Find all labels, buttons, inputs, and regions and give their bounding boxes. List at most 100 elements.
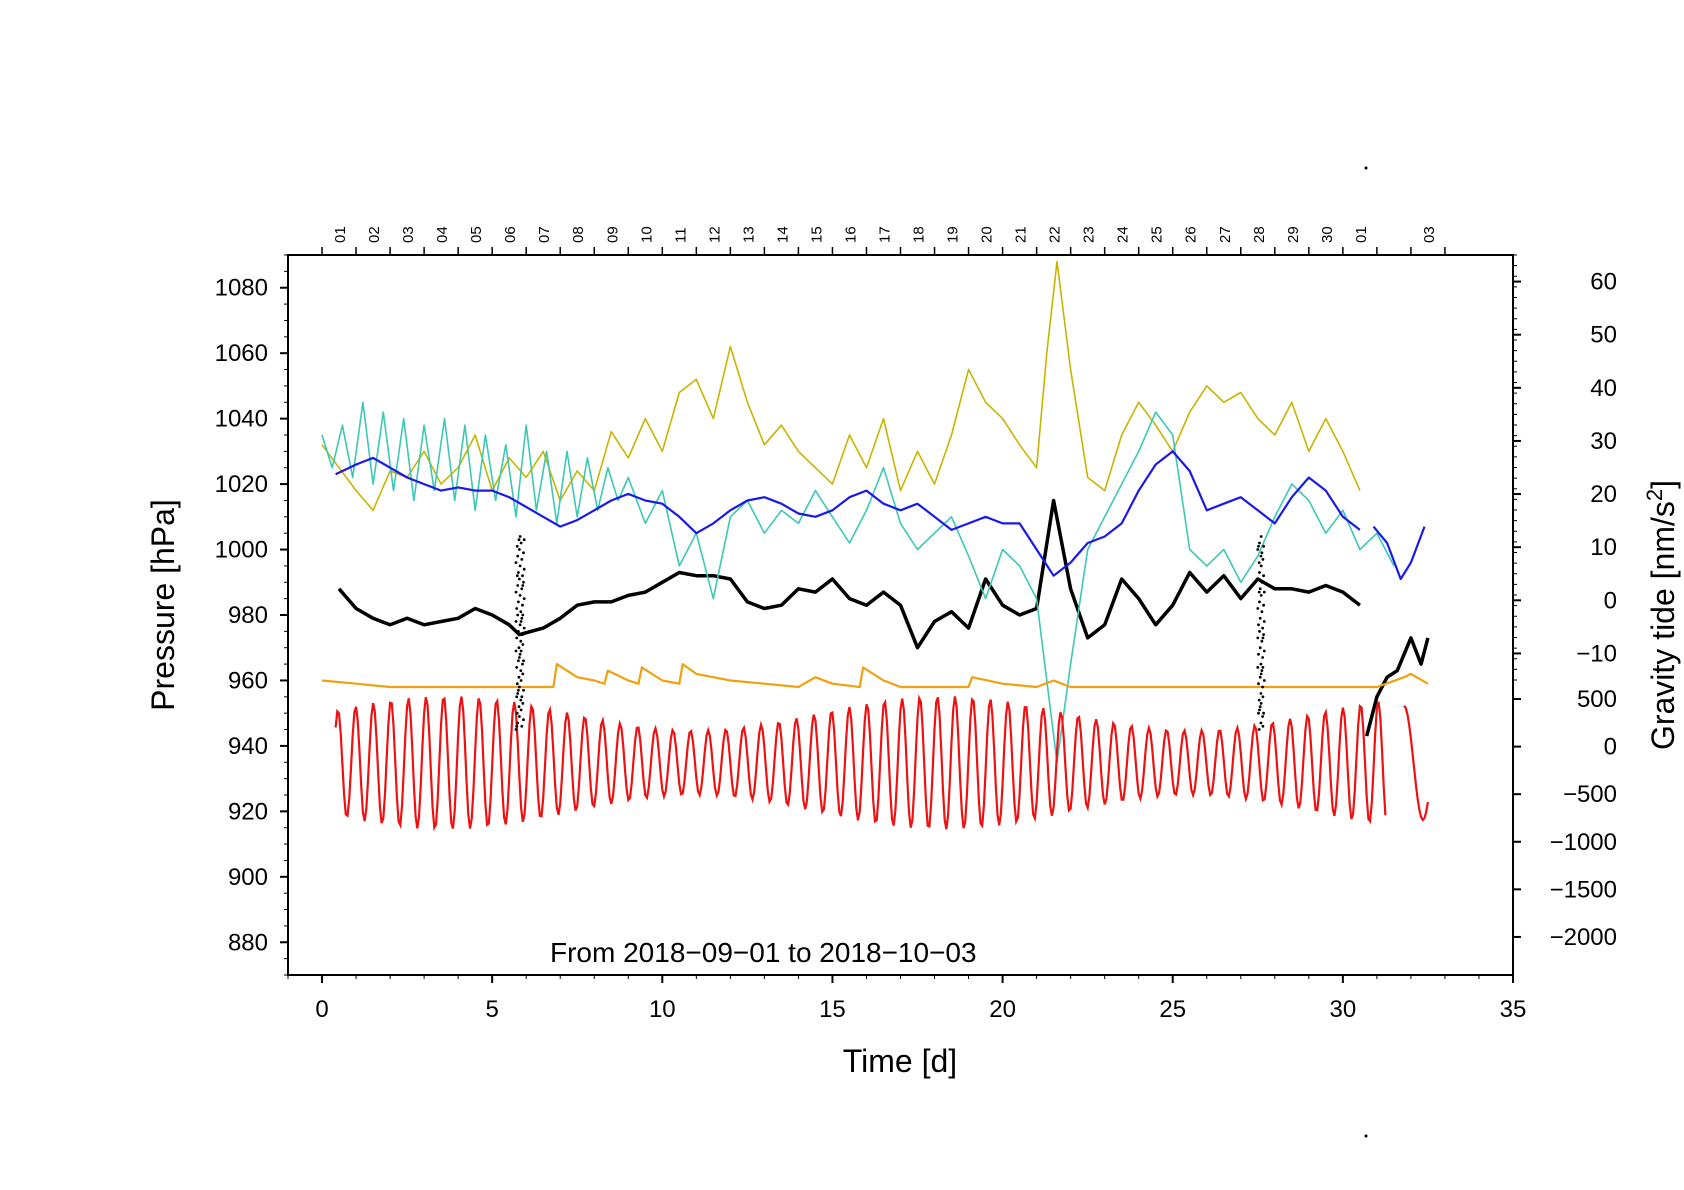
scatter-dot bbox=[519, 620, 523, 623]
scatter-dot bbox=[1259, 535, 1263, 538]
scatter-dot bbox=[518, 623, 522, 627]
scatter-dot bbox=[517, 600, 520, 604]
scatter-dot bbox=[1258, 675, 1262, 679]
scatter-dot bbox=[1259, 564, 1263, 568]
scatter-dot bbox=[516, 613, 520, 617]
y-tick-label-left: 1060 bbox=[215, 340, 268, 367]
scatter-dot bbox=[1261, 724, 1265, 728]
scatter-dot bbox=[514, 649, 518, 653]
scatter-dot bbox=[1256, 666, 1260, 669]
y-axis-title-left: Pressure [hPa] bbox=[145, 499, 181, 711]
scatter-dot bbox=[521, 643, 525, 646]
y-tick-label-left: 1000 bbox=[215, 537, 268, 564]
plot-frame bbox=[287, 254, 1514, 976]
y-tick-label-right-upper: 10 bbox=[1590, 534, 1617, 561]
y-tick-label-right-lower: −2000 bbox=[1550, 924, 1617, 951]
scatter-dot bbox=[519, 610, 523, 614]
y-tick-label-right-upper: 30 bbox=[1590, 428, 1617, 455]
scatter-dot bbox=[1261, 715, 1264, 718]
scatter-dot bbox=[514, 590, 518, 594]
scatter-dot bbox=[519, 679, 523, 682]
y-tick-label-right-lower: −1500 bbox=[1550, 876, 1617, 903]
scatter-dot bbox=[1259, 672, 1263, 676]
scatter-dot bbox=[515, 695, 519, 699]
date-label: 02 bbox=[366, 226, 383, 243]
scatter-dot bbox=[518, 577, 521, 581]
scatter-dot bbox=[519, 698, 523, 702]
scatter-dot bbox=[522, 688, 525, 692]
y-tick-label-left: 960 bbox=[228, 667, 268, 694]
scatter-dot bbox=[518, 548, 521, 551]
y-tick-label-right-upper: −10 bbox=[1576, 640, 1617, 667]
scatter-dot bbox=[1258, 571, 1261, 574]
y-axis-title-right-sup: 2 bbox=[1642, 489, 1667, 501]
scatter-dot bbox=[522, 626, 526, 630]
scatter-dot bbox=[1258, 646, 1262, 650]
date-label: 23 bbox=[1081, 226, 1098, 243]
scatter-dot bbox=[1258, 587, 1262, 591]
series-line-3 bbox=[321, 401, 1395, 764]
scatter-dot bbox=[521, 613, 525, 617]
scatter-dot bbox=[515, 574, 519, 578]
scatter-dot bbox=[1262, 649, 1266, 653]
scatter-dot bbox=[1259, 594, 1263, 597]
date-label: 04 bbox=[434, 226, 451, 243]
scatter-dot bbox=[1257, 698, 1261, 702]
scatter-dot bbox=[522, 718, 525, 722]
date-label: 11 bbox=[672, 227, 689, 243]
scatter-dot bbox=[518, 594, 522, 597]
y-tick-label-right-lower: −1000 bbox=[1550, 829, 1617, 856]
scatter-dot bbox=[1262, 679, 1266, 682]
scatter-dot bbox=[521, 702, 525, 705]
date-label: 15 bbox=[808, 226, 825, 243]
scatter-dot bbox=[516, 692, 520, 695]
scatter-dot bbox=[1258, 616, 1262, 620]
date-label: 07 bbox=[536, 226, 553, 243]
scatter-dot bbox=[520, 558, 524, 561]
x-axis-title: Time [d] bbox=[843, 1043, 957, 1079]
date-label: 22 bbox=[1047, 226, 1064, 243]
scatter-dot bbox=[1262, 711, 1265, 715]
scatter-dot bbox=[517, 646, 521, 650]
y-tick-label-right-upper: 40 bbox=[1590, 375, 1617, 402]
date-label: 30 bbox=[1319, 226, 1336, 243]
date-label: 27 bbox=[1217, 226, 1234, 243]
scatter-dot bbox=[1256, 636, 1260, 640]
scatter-dot bbox=[518, 685, 521, 689]
date-label: 19 bbox=[945, 226, 962, 243]
stray-dot-bottom bbox=[1364, 1134, 1368, 1138]
date-label: 08 bbox=[570, 226, 587, 243]
date-label: 21 bbox=[1013, 226, 1030, 243]
scatter-dot bbox=[1260, 639, 1264, 643]
y-tick-label-left: 940 bbox=[228, 733, 268, 760]
scatter-dot bbox=[517, 538, 521, 542]
date-label: 06 bbox=[502, 226, 519, 243]
x-tick-label: 10 bbox=[649, 996, 676, 1023]
scatter-dot bbox=[517, 675, 521, 679]
scatter-dot bbox=[1259, 692, 1263, 695]
scatter-dot bbox=[517, 630, 520, 633]
scatter-dot bbox=[519, 669, 523, 672]
scatter-dot bbox=[1257, 590, 1261, 594]
scatter-dot bbox=[515, 607, 519, 610]
scatter-dot bbox=[521, 584, 525, 587]
y-tick-label-left: 980 bbox=[228, 602, 268, 629]
x-tick-label: 35 bbox=[1500, 996, 1527, 1023]
date-label: 17 bbox=[876, 226, 893, 243]
date-label: 14 bbox=[774, 226, 791, 243]
date-label: 26 bbox=[1183, 226, 1200, 243]
scatter-dot bbox=[1261, 695, 1265, 699]
scatter-dot bbox=[521, 672, 525, 676]
scatter-dot bbox=[1260, 610, 1264, 614]
scatter-dot bbox=[517, 659, 520, 663]
scatter-dot bbox=[517, 688, 520, 692]
scatter-dot bbox=[1258, 630, 1261, 633]
scatter-dot bbox=[522, 567, 526, 571]
x-tick-label: 5 bbox=[485, 996, 498, 1023]
y-tick-label-left: 900 bbox=[228, 864, 268, 891]
scatter-dot bbox=[519, 541, 523, 545]
series-line-1 bbox=[1365, 636, 1430, 737]
scatter-dot bbox=[1256, 577, 1260, 581]
scatter-dot bbox=[1262, 574, 1265, 578]
